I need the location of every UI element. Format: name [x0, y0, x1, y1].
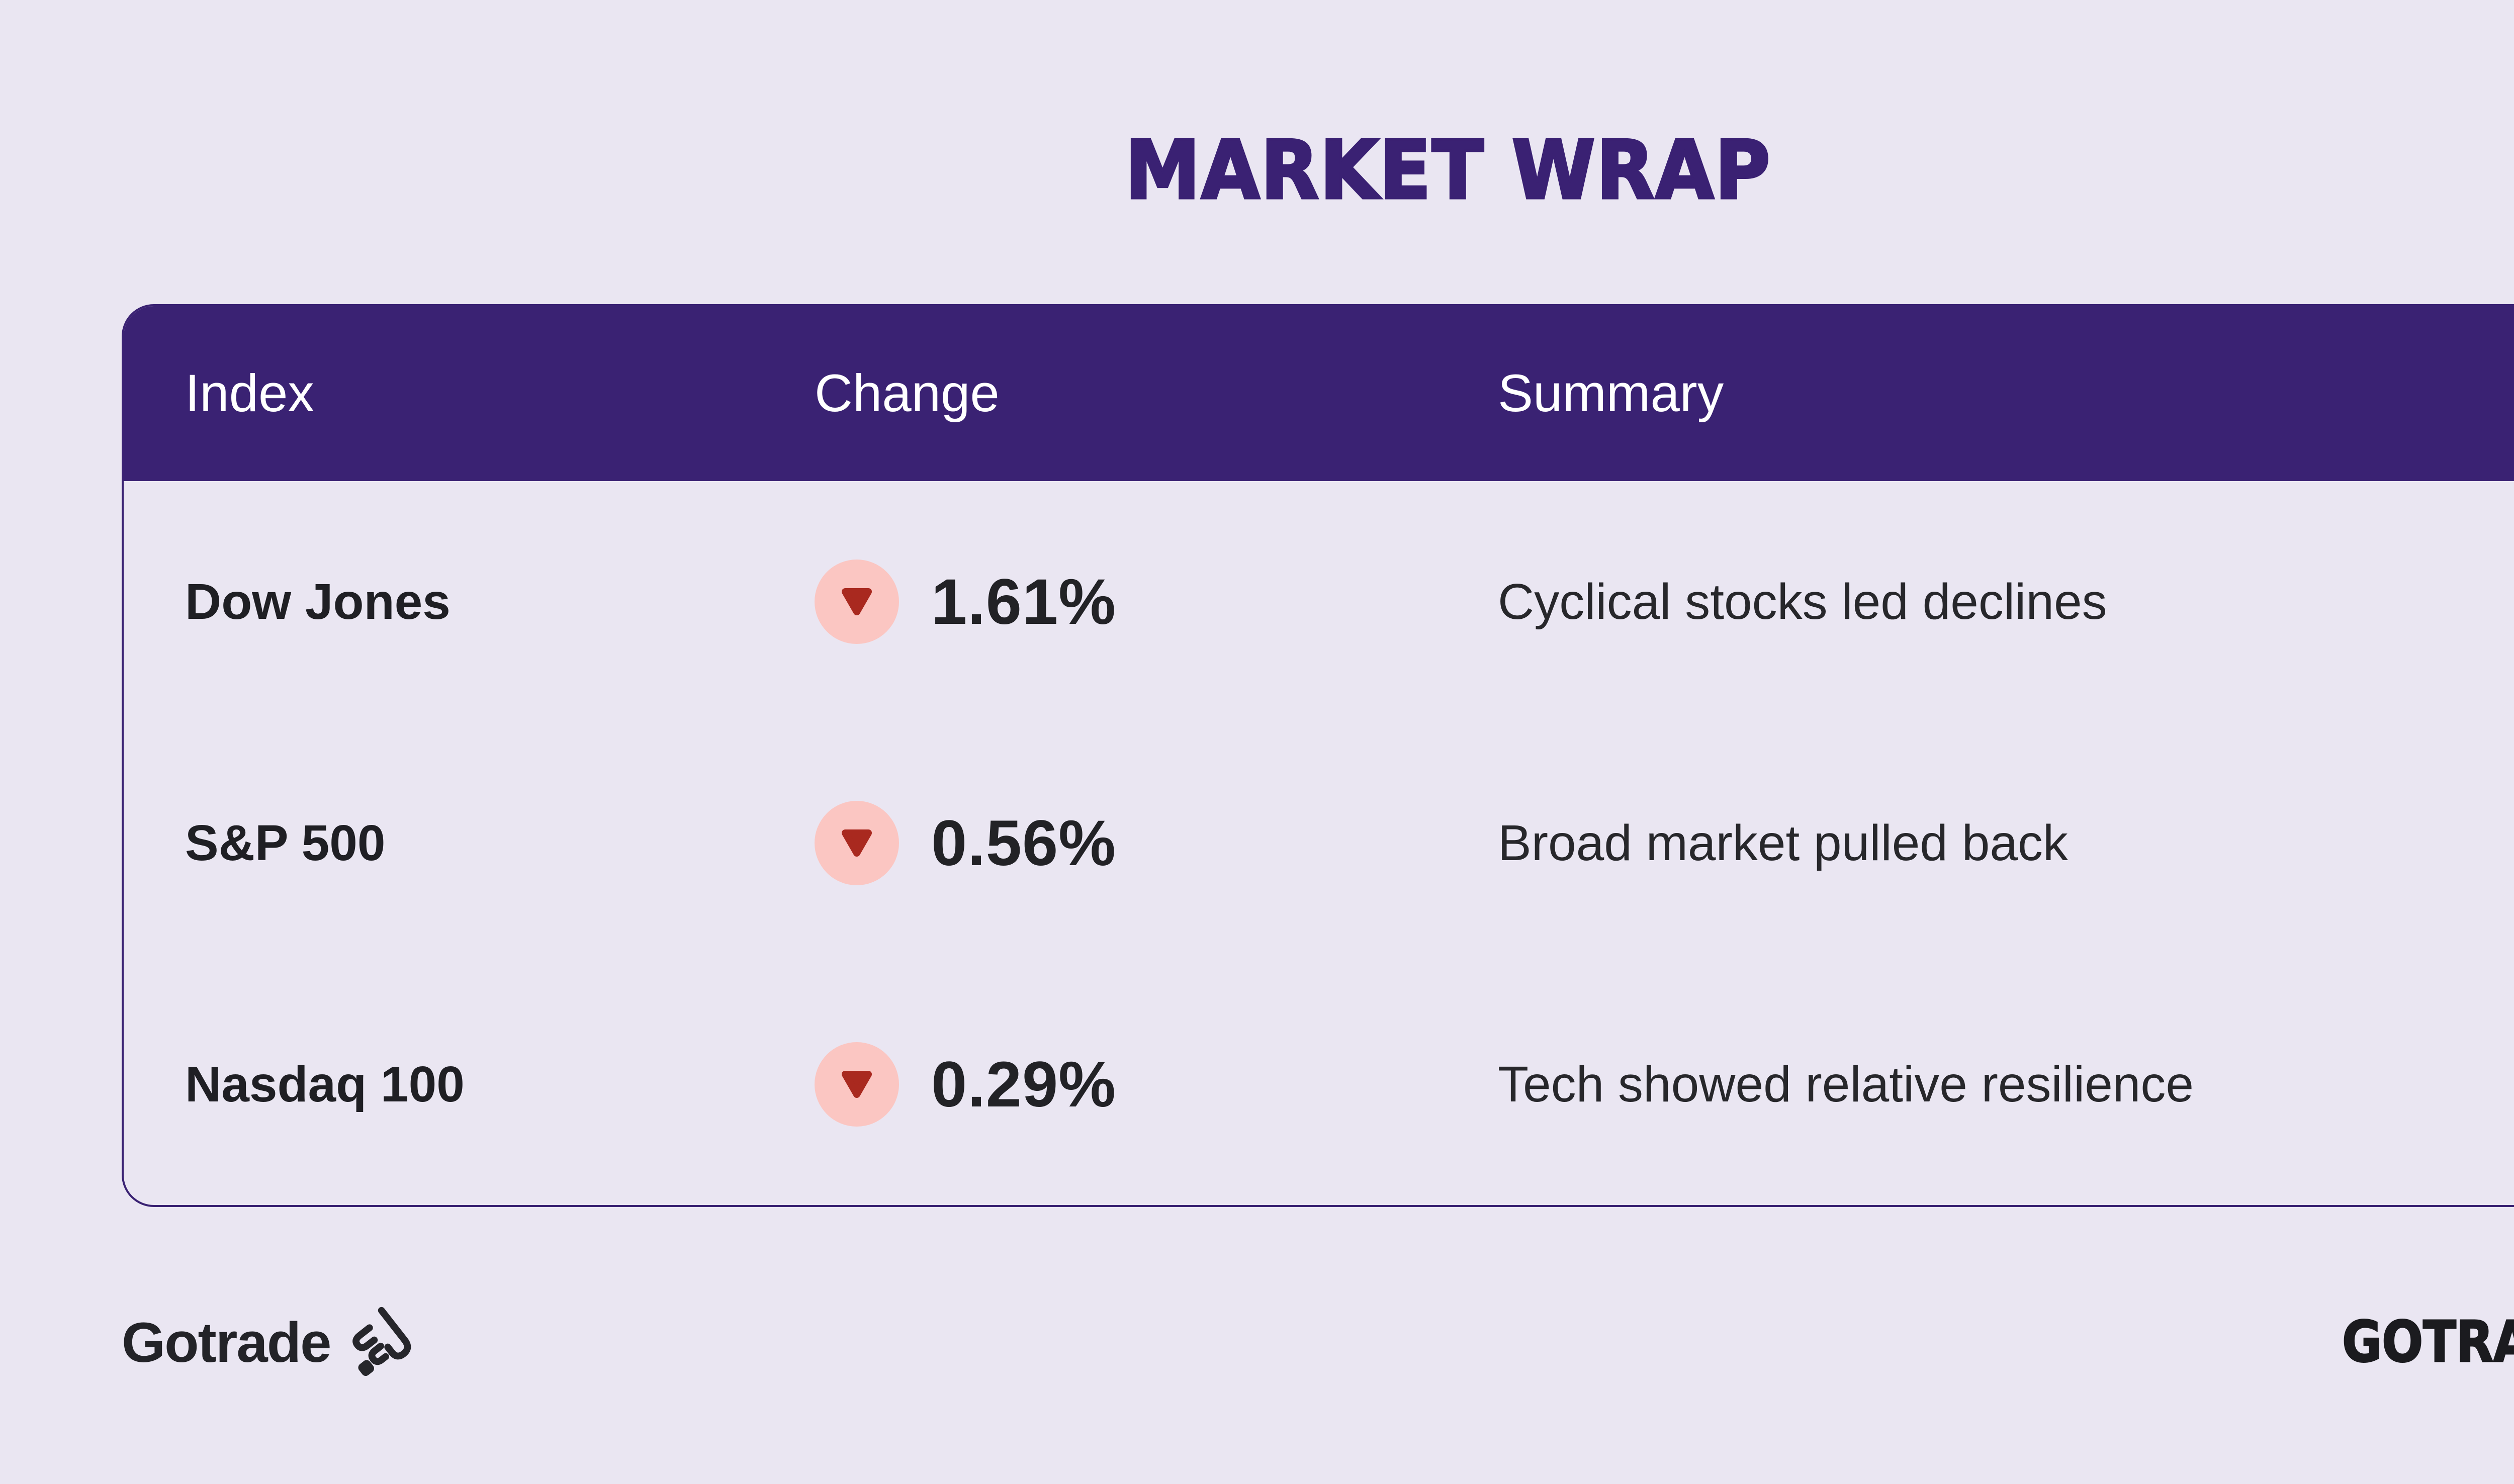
down-triangle-icon — [815, 801, 899, 885]
gotrade-logo-icon — [350, 1305, 426, 1380]
table-body: Dow Jones 1.61% Cyclical stocks led decl… — [124, 481, 2514, 1205]
table-row: S&P 500 0.56% Broad market pulled back — [124, 722, 2514, 964]
change-cell: 0.56% — [815, 801, 1498, 885]
down-triangle-icon — [815, 560, 899, 644]
gotrade-daily-masthead: GOTRADE DAILY — [2342, 1309, 2514, 1376]
table-row: Nasdaq 100 0.29% Tech showed relative re… — [124, 964, 2514, 1205]
market-wrap-table: Index Change Summary Dow Jones 1.61% Cyc… — [122, 304, 2514, 1207]
page-title: MARKET WRAP — [1124, 122, 1771, 219]
summary-text: Broad market pulled back — [1498, 814, 2068, 871]
summary-text: Tech showed relative resilience — [1498, 1056, 2194, 1112]
change-value: 1.61% — [931, 566, 1116, 638]
index-name: Dow Jones — [185, 573, 451, 630]
index-name: S&P 500 — [185, 814, 386, 871]
footer: Gotrade GOTRADE DAILY — [122, 1279, 2514, 1405]
change-cell: 0.29% — [815, 1042, 1498, 1127]
change-value: 0.29% — [931, 1048, 1116, 1121]
table-header-row: Index Change Summary — [124, 306, 2514, 481]
gotrade-brand: Gotrade — [122, 1305, 426, 1380]
down-triangle-icon — [815, 1042, 899, 1127]
change-value: 0.56% — [931, 807, 1116, 879]
gotrade-wordmark: Gotrade — [122, 1311, 331, 1374]
column-header-summary: Summary — [1498, 364, 1724, 423]
table-row: Dow Jones 1.61% Cyclical stocks led decl… — [124, 481, 2514, 722]
column-header-index: Index — [185, 364, 314, 423]
column-header-change: Change — [815, 364, 1000, 423]
summary-text: Cyclical stocks led declines — [1498, 573, 2107, 630]
index-name: Nasdaq 100 — [185, 1056, 465, 1112]
change-cell: 1.61% — [815, 560, 1498, 644]
